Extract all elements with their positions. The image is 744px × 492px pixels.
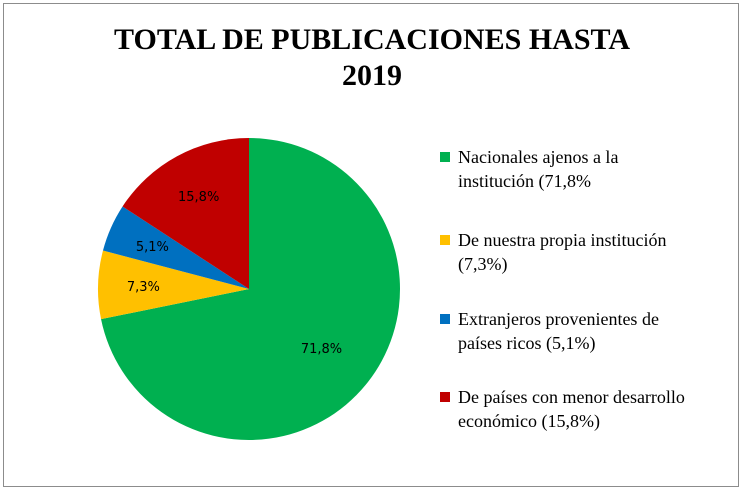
legend-label-menor-desarrollo-line1: De países con menor desarrollo [458,387,685,407]
legend-label-extranjeros-line1: Extranjeros provenientes de [458,309,659,329]
pie-slice-propia [97,250,249,320]
legend-swatch-propia [440,235,450,245]
chart-title-line2: 2019 [342,59,402,92]
legend-swatch-menor-desarrollo [440,392,450,402]
pie-slice-extranjeros [102,206,249,289]
legend-label-nacionales-line2: institución (71,8% [458,171,591,191]
legend-label-menor-desarrollo-line2: económico (15,8%) [458,411,600,431]
pie-data-labels: 71,8% 7,3% 5,1% 15,8% [127,190,342,357]
chart-title-line1: TOTAL DE PUBLICACIONES HASTA [114,23,630,56]
legend-swatch-nacionales [440,152,450,162]
legend-label-propia-line2: (7,3%) [458,254,508,274]
data-label-menor-desarrollo: 15,8% [178,190,219,205]
legend-label-extranjeros-line2: países ricos (5,1%) [458,333,596,353]
data-label-nacionales: 71,8% [301,342,342,357]
pie-slice-nacionales [101,138,401,441]
legend-label-nacionales-line1: Nacionales ajenos a la [458,147,619,167]
data-label-extranjeros: 5,1% [136,240,169,255]
data-label-propia: 7,3% [127,280,160,295]
legend-swatch-extranjeros [440,314,450,324]
pie-slices [97,138,401,441]
legend-label-propia-line1: De nuestra propia institución [458,230,667,250]
pie-slice-menor-desarrollo [122,138,249,289]
